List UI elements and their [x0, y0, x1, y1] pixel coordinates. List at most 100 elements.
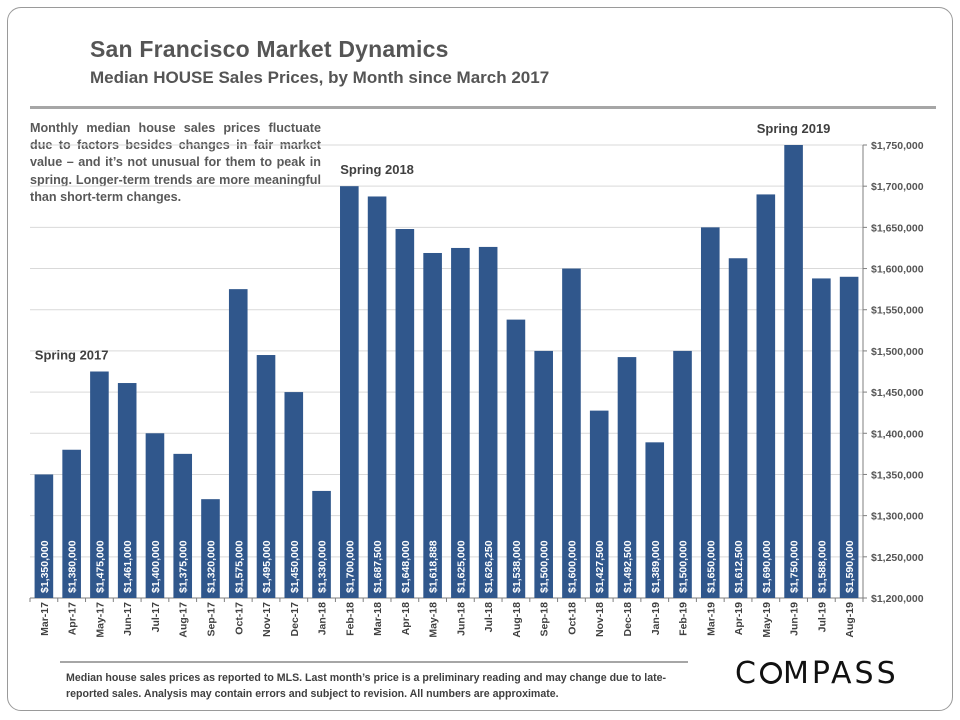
bar [478, 246, 498, 599]
data-label: $1,538,000 [511, 540, 523, 593]
data-label: $1,588,000 [816, 540, 828, 593]
bar [201, 499, 220, 598]
bar [228, 289, 248, 598]
data-label: $1,590,000 [844, 540, 856, 593]
y-tick-label: $1,200,000 [871, 593, 924, 605]
x-tick-label: Dec-17 [289, 602, 301, 637]
data-label: $1,618,888 [428, 540, 440, 593]
x-tick-label: Aug-18 [511, 602, 523, 638]
y-tick-label: $1,600,000 [871, 264, 924, 276]
x-tick-label: Aug-19 [844, 602, 856, 638]
bar [589, 410, 609, 598]
x-tick-label: Jun-19 [789, 602, 801, 636]
header-divider [30, 106, 936, 109]
bar [173, 453, 193, 598]
bar [756, 194, 776, 598]
page-title: San Francisco Market Dynamics [90, 36, 449, 62]
x-tick-label: Feb-19 [678, 602, 690, 636]
x-tick-label: Jan-18 [317, 602, 329, 635]
data-label: $1,575,000 [233, 540, 245, 593]
x-tick-label: Oct-17 [233, 602, 245, 635]
data-label: $1,750,000 [789, 540, 801, 593]
page-subtitle: Median HOUSE Sales Prices, by Month sinc… [90, 68, 550, 87]
x-tick-label: Mar-18 [372, 602, 384, 636]
bar [812, 278, 831, 598]
x-tick-label: Dec-18 [622, 602, 634, 637]
bar [117, 383, 137, 598]
bar [145, 433, 165, 598]
data-label: $1,495,000 [261, 540, 273, 593]
x-tick-label: Apr-18 [400, 602, 412, 635]
x-tick-label: Nov-18 [594, 602, 606, 637]
bar [256, 355, 276, 598]
data-label: $1,648,000 [400, 540, 412, 593]
bar [839, 276, 859, 598]
y-tick-label: $1,500,000 [871, 346, 924, 358]
bar [534, 350, 553, 598]
data-label: $1,350,000 [39, 540, 51, 593]
bar [62, 449, 81, 598]
y-tick-label: $1,650,000 [871, 222, 924, 234]
x-tick-label: Sep-17 [205, 602, 217, 637]
data-label: $1,690,000 [761, 540, 773, 593]
annotation-label: Spring 2019 [757, 121, 831, 136]
data-label: $1,475,000 [94, 540, 106, 593]
x-tick-label: May-17 [94, 602, 106, 638]
x-tick-label: Mar-19 [705, 602, 717, 636]
bar [506, 319, 526, 598]
footer-divider [60, 661, 688, 663]
footer-note: Median house sales prices as reported to… [66, 672, 667, 700]
data-label: $1,687,500 [372, 540, 384, 593]
x-tick-label: Apr-17 [67, 602, 79, 635]
data-label: $1,450,000 [289, 540, 301, 593]
data-label: $1,700,000 [344, 540, 356, 593]
compass-logo: C MPASS [735, 656, 899, 691]
x-tick-label: Jul-17 [150, 602, 162, 633]
data-label: $1,650,000 [705, 540, 717, 593]
x-tick-label: Aug-17 [178, 602, 190, 638]
bar [90, 371, 109, 598]
bar [312, 490, 331, 598]
data-label: $1,389,000 [650, 540, 662, 593]
y-tick-label: $1,450,000 [871, 387, 924, 399]
x-tick-label: Jul-18 [483, 602, 495, 633]
bar [784, 145, 803, 598]
x-tick-label: Nov-17 [261, 602, 273, 637]
bar [340, 186, 359, 598]
x-tick-label: Apr-19 [733, 602, 745, 635]
data-label: $1,380,000 [67, 540, 79, 593]
data-label: $1,626,250 [483, 540, 495, 593]
y-tick-label: $1,300,000 [871, 511, 924, 523]
x-tick-label: Oct-18 [566, 602, 578, 635]
bar [617, 357, 637, 598]
data-label: $1,492,500 [622, 540, 634, 593]
data-label: $1,330,000 [317, 540, 329, 593]
x-tick-label: Jan-19 [650, 602, 662, 635]
bar [645, 442, 665, 598]
x-tick-label: May-18 [428, 602, 440, 638]
x-tick-label: May-19 [761, 602, 773, 638]
data-label: $1,375,000 [178, 540, 190, 593]
annotation-label: Spring 2018 [340, 162, 414, 177]
data-label: $1,427,500 [594, 540, 606, 593]
data-label: $1,500,000 [539, 540, 551, 593]
data-label: $1,461,000 [122, 540, 134, 593]
bar [367, 196, 387, 598]
x-tick-label: Mar-17 [39, 602, 51, 636]
y-tick-label: $1,350,000 [871, 469, 924, 481]
data-label: $1,600,000 [566, 540, 578, 593]
y-tick-label: $1,250,000 [871, 552, 924, 564]
y-tick-label: $1,700,000 [871, 181, 924, 193]
data-label: $1,625,000 [455, 540, 467, 593]
x-tick-label: Jun-18 [455, 602, 467, 636]
bar [673, 350, 692, 598]
x-tick-label: Sep-18 [539, 602, 551, 637]
bar [451, 247, 470, 599]
x-tick-label: Jun-17 [122, 602, 134, 636]
data-label: $1,612,500 [733, 540, 745, 593]
bar [700, 227, 720, 598]
bar [395, 229, 415, 598]
x-tick-label: Feb-18 [344, 602, 356, 636]
y-tick-label: $1,750,000 [871, 140, 924, 152]
y-tick-label: $1,400,000 [871, 428, 924, 440]
